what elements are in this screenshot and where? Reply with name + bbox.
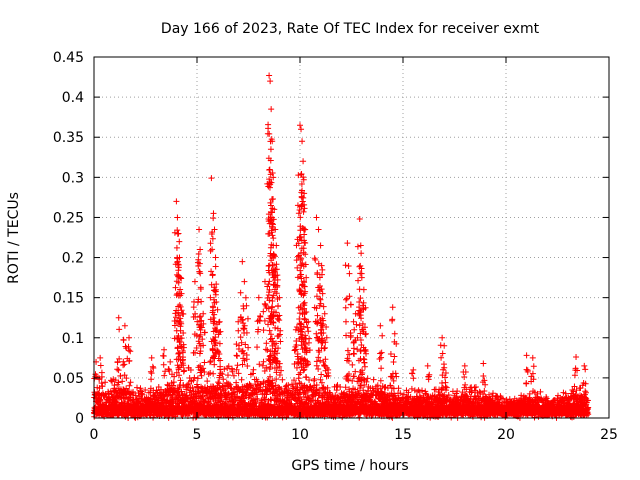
data-point: [215, 379, 222, 386]
data-point: [138, 390, 145, 397]
data-point: [137, 385, 144, 392]
data-point: [115, 379, 122, 386]
data-point: [225, 380, 232, 387]
data-point: [206, 400, 213, 407]
data-point: [189, 384, 196, 391]
data-point: [190, 377, 197, 384]
data-point: [370, 376, 377, 383]
data-point: [279, 376, 286, 383]
data-point: [262, 396, 269, 403]
data-point: [102, 379, 109, 386]
data-point: [121, 372, 128, 379]
data-point: [298, 380, 305, 387]
data-point: [238, 376, 245, 383]
data-point: [235, 370, 242, 377]
data-point: [279, 414, 286, 421]
data-point: [204, 378, 211, 385]
data-point: [225, 363, 232, 370]
data-point: [224, 372, 231, 379]
data-point: [276, 371, 283, 378]
data-point: [260, 378, 267, 385]
data-point: [259, 362, 266, 369]
data-point: [526, 390, 533, 397]
data-point: [170, 379, 177, 386]
data-point: [290, 377, 297, 384]
data-point: [145, 389, 152, 396]
data-point: [283, 397, 290, 404]
data-point: [227, 384, 234, 391]
data-point: [261, 367, 268, 374]
data-point: [194, 381, 201, 388]
data-point: [304, 387, 311, 394]
data-point: [181, 367, 188, 374]
data-point: [233, 366, 240, 373]
data-point: [217, 370, 224, 377]
data-point: [250, 366, 257, 373]
data-point: [243, 390, 250, 397]
data-point: [273, 369, 280, 376]
data-point: [219, 371, 226, 378]
data-point: [123, 385, 130, 392]
data-point: [220, 376, 227, 383]
data-point: [194, 375, 201, 382]
data-point: [139, 391, 146, 398]
data-point: [306, 377, 313, 384]
data-point: [123, 375, 130, 382]
data-point: [221, 366, 228, 373]
data-point: [99, 383, 106, 390]
data-point: [285, 382, 292, 389]
data-point: [210, 370, 217, 377]
data-point: [229, 368, 236, 375]
data-point: [142, 386, 149, 393]
data-point: [134, 384, 141, 391]
data-point: [126, 382, 133, 389]
data-point: [230, 372, 237, 379]
data-point: [130, 388, 137, 395]
data-point: [191, 374, 198, 381]
data-point: [263, 364, 270, 371]
data-point: [291, 394, 298, 401]
data-point: [273, 376, 280, 383]
data-points: [91, 72, 592, 421]
data-point: [178, 388, 185, 395]
data-point: [207, 370, 214, 377]
data-point: [170, 382, 177, 389]
data-point: [200, 392, 207, 399]
data-point: [268, 396, 275, 403]
data-point: [127, 379, 134, 386]
data-point: [318, 371, 325, 378]
data-point: [267, 373, 274, 380]
data-point: [97, 396, 104, 403]
data-point: [119, 378, 126, 385]
data-point: [177, 377, 184, 384]
data-point: [276, 398, 283, 405]
data-point: [187, 366, 194, 373]
grid-lines: [94, 57, 609, 418]
data-point: [176, 372, 183, 379]
data-point: [254, 396, 261, 403]
chart-title: Day 166 of 2023, Rate Of TEC Index for r…: [161, 21, 540, 37]
data-point: [228, 385, 235, 392]
data-point: [472, 383, 479, 390]
data-point: [303, 374, 310, 381]
